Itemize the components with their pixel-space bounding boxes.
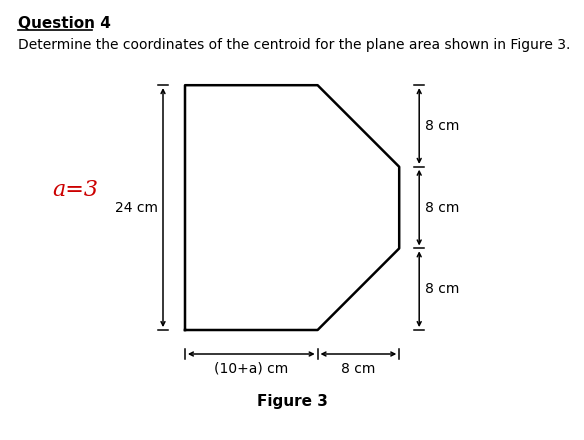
Text: 24 cm: 24 cm	[115, 201, 158, 215]
Text: 8 cm: 8 cm	[341, 362, 376, 376]
Text: Determine the coordinates of the centroid for the plane area shown in Figure 3.: Determine the coordinates of the centroi…	[18, 38, 571, 52]
Text: (10+a) cm: (10+a) cm	[214, 362, 288, 376]
Text: 8 cm: 8 cm	[425, 119, 460, 133]
Text: 8 cm: 8 cm	[425, 282, 460, 296]
Text: a=3: a=3	[52, 179, 98, 201]
Text: Question 4: Question 4	[18, 16, 111, 31]
Text: Figure 3: Figure 3	[256, 394, 328, 409]
Text: 8 cm: 8 cm	[425, 201, 460, 215]
